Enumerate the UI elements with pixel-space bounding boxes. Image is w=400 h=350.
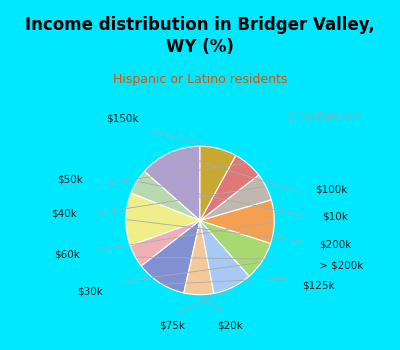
Wedge shape [141,220,200,293]
Wedge shape [130,220,200,266]
Text: Income distribution in Bridger Valley,
WY (%): Income distribution in Bridger Valley, W… [25,16,375,56]
Wedge shape [200,200,274,244]
Wedge shape [200,220,271,276]
Wedge shape [200,155,259,220]
Text: $50k: $50k [57,175,83,185]
Wedge shape [200,146,236,220]
Wedge shape [131,172,200,220]
Text: $10k: $10k [322,211,348,221]
Text: $200k: $200k [319,239,351,249]
Wedge shape [144,146,200,220]
Wedge shape [184,220,214,295]
Text: Hispanic or Latino residents: Hispanic or Latino residents [113,73,287,86]
Text: $20k: $20k [217,321,243,331]
Text: $75k: $75k [159,321,185,331]
Text: $100k: $100k [315,184,348,194]
Wedge shape [200,175,271,220]
Wedge shape [200,220,249,293]
Text: > $200k: > $200k [319,260,363,270]
Text: ⓘ City-Data.com: ⓘ City-Data.com [288,112,361,121]
Text: $150k: $150k [107,113,139,123]
Wedge shape [126,193,200,246]
Text: $30k: $30k [78,286,104,296]
Text: $60k: $60k [54,250,80,260]
Text: $40k: $40k [52,208,78,218]
Text: $125k: $125k [302,281,335,291]
